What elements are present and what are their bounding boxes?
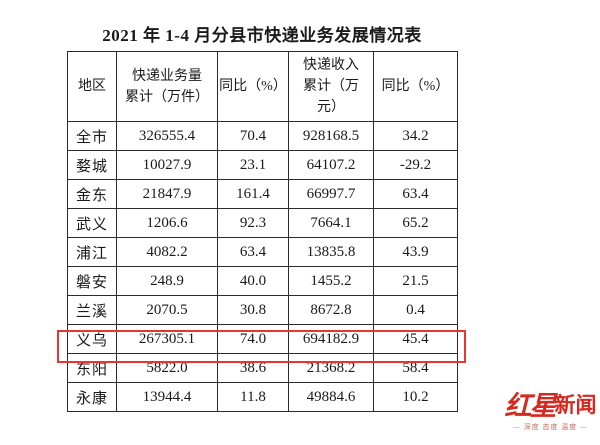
table-header-row: 地区 快递业务量 累计（万件） 同比（%） 快递收入 累计（万 元） 同比（%） [67, 51, 458, 122]
volume-yoy-cell: 23.1 [217, 150, 289, 180]
region-cell: 金东 [67, 179, 117, 209]
volume-cell: 2070.5 [116, 295, 218, 325]
table-row: 磐安 248.9 40.0 1455.2 21.5 [67, 266, 458, 296]
table-row: 武义 1206.6 92.3 7664.1 65.2 [67, 208, 458, 238]
volume-yoy-cell: 63.4 [217, 237, 289, 267]
revenue-yoy-cell: 63.4 [373, 179, 458, 209]
page-title: 2021 年 1-4 月分县市快递业务发展情况表 [102, 26, 422, 45]
region-cell: 兰溪 [67, 295, 117, 325]
revenue-yoy-cell: 21.5 [373, 266, 458, 296]
logo-text-script: 红星 [504, 391, 557, 421]
logo-wordmark: 红星新闻 [503, 393, 598, 420]
revenue-yoy-cell: 58.4 [373, 353, 458, 383]
region-cell: 浦江 [67, 237, 117, 267]
table-row: 金东 21847.9 161.4 66997.7 63.4 [67, 179, 458, 209]
region-cell: 武义 [67, 208, 117, 238]
revenue-yoy-cell: 0.4 [373, 295, 458, 325]
revenue-cell: 64107.2 [288, 150, 374, 180]
region-cell: 义乌 [67, 324, 117, 354]
volume-yoy-cell: 74.0 [217, 324, 289, 354]
revenue-yoy-cell: 43.9 [373, 237, 458, 267]
header-cell-volume: 快递业务量 累计（万件） [116, 51, 218, 122]
revenue-cell: 928168.5 [288, 121, 374, 151]
revenue-cell: 1455.2 [288, 266, 374, 296]
table-row: 全市 326555.4 70.4 928168.5 34.2 [67, 121, 458, 151]
header-cell-volume-yoy: 同比（%） [217, 51, 289, 122]
logo-tagline: — 深度 态度 温度 — [513, 423, 588, 431]
redstar-news-logo: 红星新闻 — 深度 态度 温度 — [503, 393, 598, 431]
volume-cell: 4082.2 [116, 237, 218, 267]
revenue-cell: 21368.2 [288, 353, 374, 383]
volume-cell: 13944.4 [116, 382, 218, 412]
volume-cell: 248.9 [116, 266, 218, 296]
volume-yoy-cell: 70.4 [217, 121, 289, 151]
region-cell: 婺城 [67, 150, 117, 180]
region-cell: 永康 [67, 382, 117, 412]
logo-text-block: 新闻 [554, 393, 597, 417]
table-row: 永康 13944.4 11.8 49884.6 10.2 [67, 382, 458, 412]
volume-cell: 267305.1 [116, 324, 218, 354]
region-cell: 东阳 [67, 353, 117, 383]
table-row: 浦江 4082.2 63.4 13835.8 43.9 [67, 237, 458, 267]
volume-cell: 326555.4 [116, 121, 218, 151]
header-cell-revenue-yoy: 同比（%） [373, 51, 458, 122]
region-cell: 磐安 [67, 266, 117, 296]
revenue-cell: 49884.6 [288, 382, 374, 412]
header-cell-region: 地区 [67, 51, 117, 122]
volume-yoy-cell: 38.6 [217, 353, 289, 383]
volume-yoy-cell: 30.8 [217, 295, 289, 325]
table-row-highlighted: 义乌 267305.1 74.0 694182.9 45.4 [67, 324, 458, 354]
volume-cell: 21847.9 [116, 179, 218, 209]
table-row: 东阳 5822.0 38.6 21368.2 58.4 [67, 353, 458, 383]
region-cell: 全市 [67, 121, 117, 151]
table-row: 兰溪 2070.5 30.8 8672.8 0.4 [67, 295, 458, 325]
revenue-cell: 13835.8 [288, 237, 374, 267]
volume-cell: 5822.0 [116, 353, 218, 383]
revenue-cell: 694182.9 [288, 324, 374, 354]
revenue-cell: 7664.1 [288, 208, 374, 238]
volume-cell: 1206.6 [116, 208, 218, 238]
revenue-yoy-cell: 10.2 [373, 382, 458, 412]
volume-cell: 10027.9 [116, 150, 218, 180]
revenue-yoy-cell: 34.2 [373, 121, 458, 151]
table-row: 婺城 10027.9 23.1 64107.2 -29.2 [67, 150, 458, 180]
volume-yoy-cell: 11.8 [217, 382, 289, 412]
revenue-yoy-cell: -29.2 [373, 150, 458, 180]
revenue-cell: 8672.8 [288, 295, 374, 325]
volume-yoy-cell: 161.4 [217, 179, 289, 209]
revenue-yoy-cell: 65.2 [373, 208, 458, 238]
header-cell-revenue: 快递收入 累计（万 元） [288, 51, 374, 122]
volume-yoy-cell: 92.3 [217, 208, 289, 238]
revenue-cell: 66997.7 [288, 179, 374, 209]
stats-table: 地区 快递业务量 累计（万件） 同比（%） 快递收入 累计（万 元） 同比（%）… [67, 51, 458, 412]
revenue-yoy-cell: 45.4 [373, 324, 458, 354]
volume-yoy-cell: 40.0 [217, 266, 289, 296]
